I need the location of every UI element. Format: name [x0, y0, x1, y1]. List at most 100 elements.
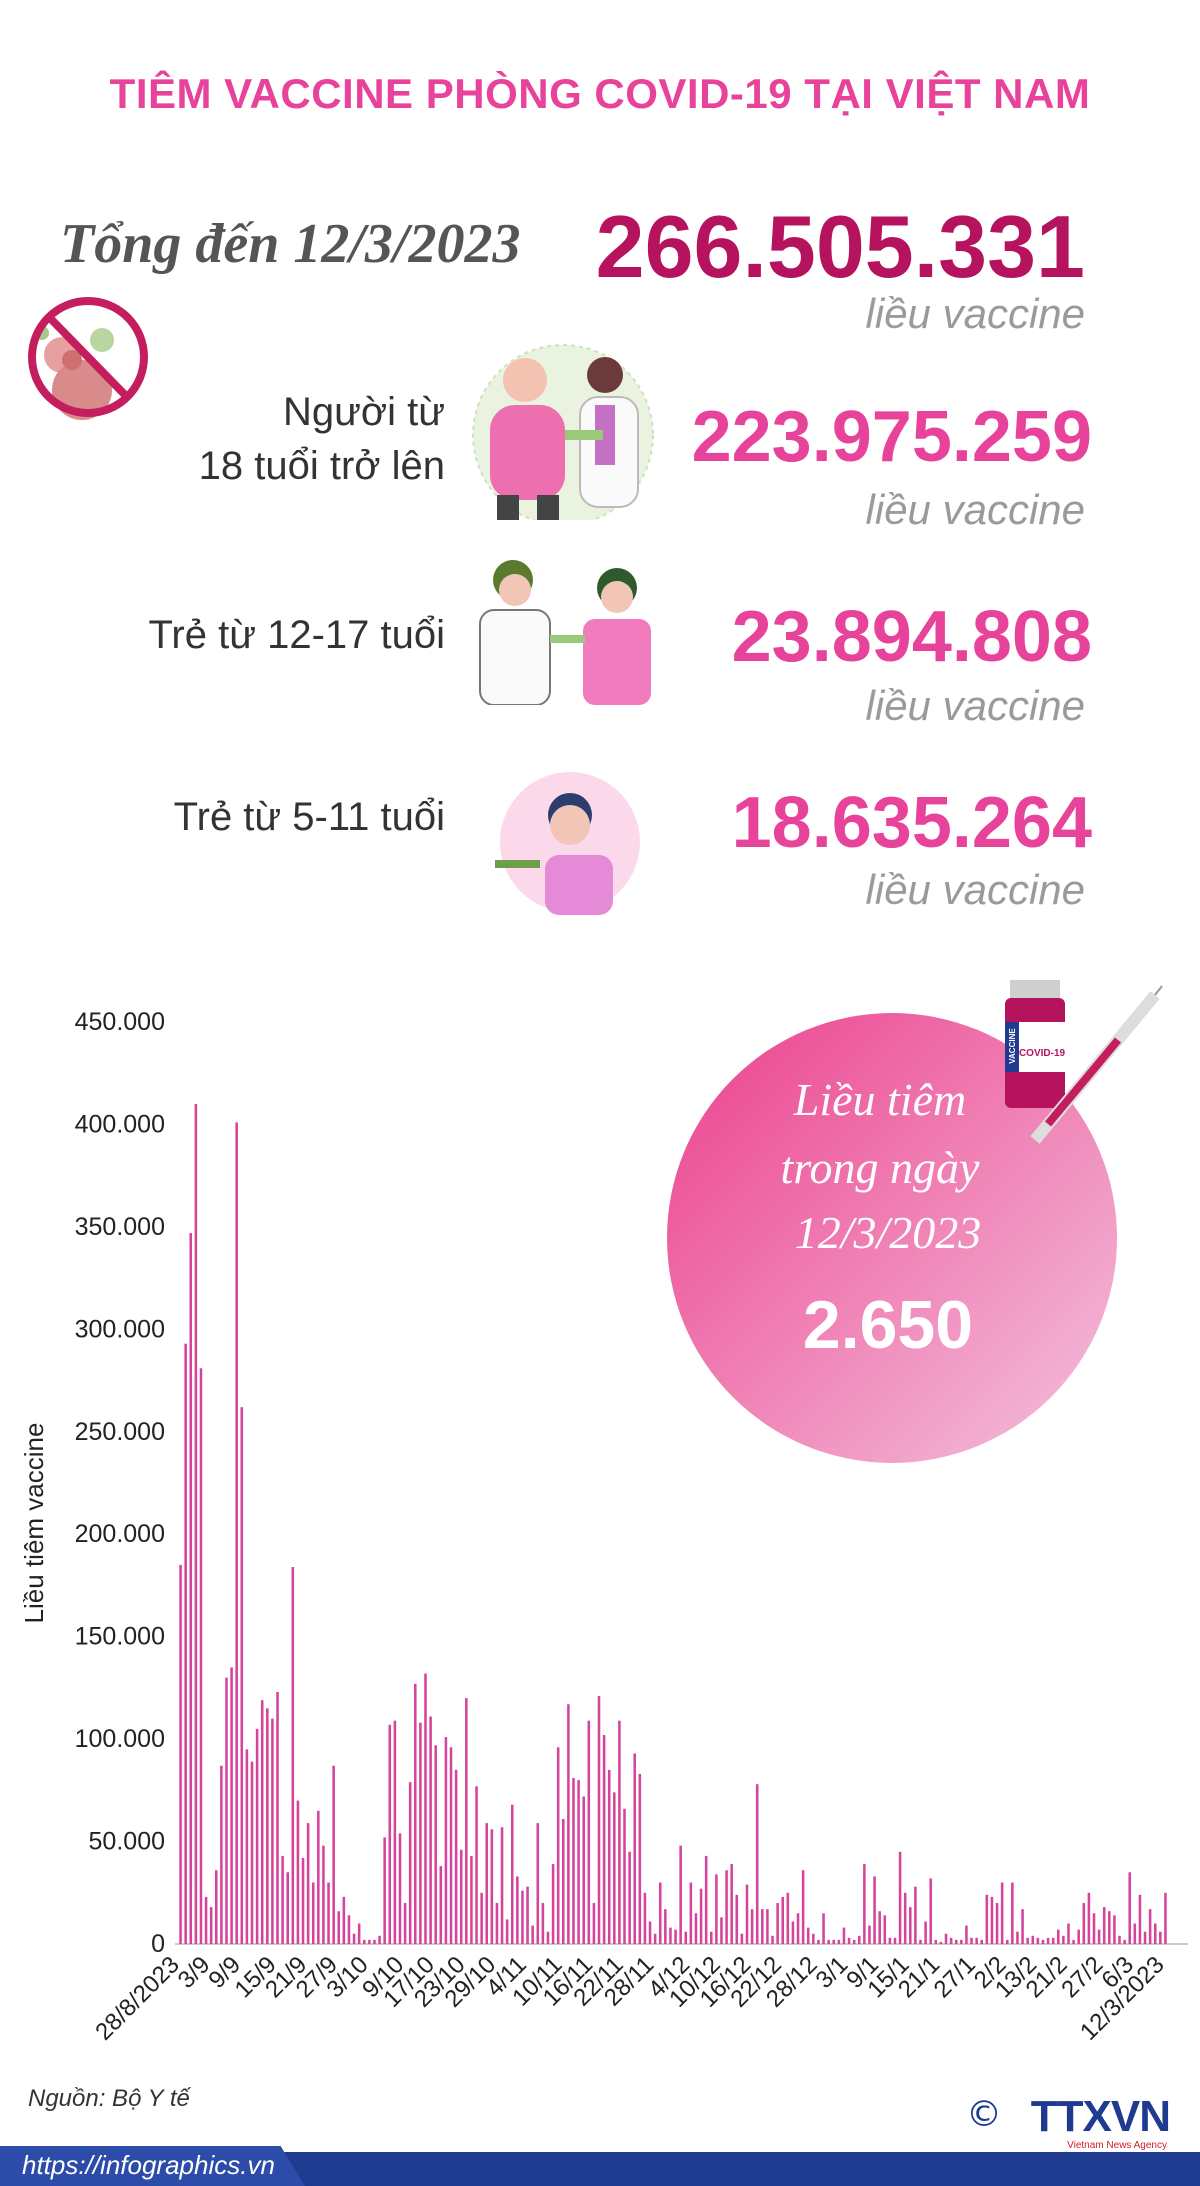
- bar: [684, 1931, 688, 1944]
- bar: [689, 1882, 693, 1944]
- bar: [419, 1722, 422, 1944]
- y-tick-label: 150.000: [75, 1623, 165, 1651]
- bar: [822, 1913, 825, 1944]
- bar: [939, 1941, 943, 1944]
- bar: [842, 1927, 846, 1944]
- bar: [1097, 1929, 1101, 1944]
- group-teens-value: 23.894.808: [731, 597, 1092, 677]
- bar: [465, 1698, 468, 1944]
- group-teens-unit: liều vaccine: [865, 682, 1085, 729]
- bar: [1062, 1935, 1065, 1944]
- bar: [587, 1720, 591, 1944]
- bar: [352, 1933, 356, 1944]
- bar: [444, 1737, 448, 1944]
- bar: [817, 1939, 820, 1944]
- bar: [597, 1696, 601, 1944]
- bar: [960, 1939, 963, 1944]
- bar: [710, 1931, 713, 1944]
- bar: [633, 1753, 636, 1944]
- bar: [572, 1778, 575, 1944]
- bar: [1036, 1937, 1040, 1944]
- bar: [230, 1667, 233, 1944]
- y-tick-label: 50.000: [89, 1828, 165, 1856]
- child-vaccination-icon: [490, 770, 640, 915]
- bar: [189, 1233, 193, 1944]
- bar: [1005, 1939, 1009, 1944]
- bar: [878, 1911, 881, 1944]
- bar: [368, 1939, 371, 1944]
- bar: [281, 1855, 284, 1944]
- bar: [291, 1567, 295, 1944]
- group-adults-value: 223.975.259: [691, 397, 1092, 477]
- bar: [914, 1886, 917, 1944]
- total-unit: liều vaccine: [865, 290, 1085, 337]
- bar: [505, 1919, 509, 1944]
- bar: [1082, 1903, 1086, 1944]
- bar: [909, 1907, 912, 1944]
- bar: [796, 1913, 800, 1944]
- bar: [847, 1937, 851, 1944]
- bar: [306, 1823, 310, 1944]
- bar: [781, 1896, 784, 1944]
- bar: [965, 1925, 968, 1944]
- bar: [679, 1845, 682, 1944]
- bar: [694, 1913, 698, 1944]
- bar: [531, 1925, 534, 1944]
- group-adults-label-line1: Người từ: [282, 390, 445, 434]
- bar: [740, 1933, 744, 1944]
- bar: [944, 1933, 948, 1944]
- bar: [806, 1927, 810, 1944]
- bar: [516, 1876, 519, 1944]
- x-tick-label: 28/8/2023: [90, 1951, 185, 2046]
- bar: [510, 1804, 514, 1944]
- bar: [301, 1857, 305, 1944]
- bar: [1138, 1894, 1142, 1944]
- bar: [893, 1937, 897, 1944]
- bar: [184, 1343, 187, 1944]
- bar: [980, 1939, 984, 1944]
- daily-value: 2.650: [803, 1287, 973, 1363]
- bar: [362, 1939, 366, 1944]
- bar: [623, 1808, 626, 1944]
- bar: [556, 1747, 560, 1944]
- bar: [653, 1933, 657, 1944]
- group-adults-label-line2: 18 tuổi trở lên: [198, 444, 445, 488]
- group-teens-label: Trẻ từ 12-17 tuổi: [45, 608, 445, 662]
- bars: [179, 1103, 1167, 1944]
- bar: [954, 1939, 958, 1944]
- bar: [337, 1911, 341, 1944]
- y-tick-label: 0: [151, 1930, 165, 1958]
- bar: [424, 1673, 427, 1944]
- bar: [1041, 1939, 1045, 1944]
- page-title: TIÊM VACCINE PHÒNG COVID-19 TẠI VIỆT NAM: [109, 70, 1091, 117]
- bar: [449, 1747, 453, 1944]
- bar: [398, 1833, 402, 1944]
- x-axis-ticks: 28/8/20233/99/915/921/927/93/109/1017/10…: [90, 1951, 1169, 2046]
- daily-label-line2: trong ngày: [781, 1142, 980, 1193]
- bar: [475, 1786, 478, 1944]
- bar: [607, 1769, 611, 1944]
- y-tick-label: 200.000: [75, 1520, 165, 1548]
- bar: [327, 1882, 330, 1944]
- bar: [1031, 1935, 1035, 1944]
- group-children-unit: liều vaccine: [865, 866, 1085, 913]
- bar: [837, 1939, 841, 1944]
- bar: [332, 1765, 335, 1944]
- y-axis-label: Liều tiêm vaccine: [19, 1423, 49, 1624]
- bar: [536, 1823, 540, 1944]
- bar: [755, 1784, 759, 1944]
- bar: [674, 1929, 677, 1944]
- group-teens-label-line1: Trẻ từ 12-17 tuổi: [148, 613, 445, 657]
- bar: [490, 1829, 494, 1944]
- bar: [1051, 1937, 1055, 1944]
- bar: [771, 1935, 774, 1944]
- bar: [1164, 1892, 1167, 1944]
- bar: [209, 1907, 213, 1944]
- no-virus-icon: [22, 295, 152, 435]
- bar: [240, 1407, 244, 1944]
- daily-label-line1: Liều tiêm: [793, 1074, 966, 1125]
- bar: [1143, 1931, 1147, 1944]
- footer-url-link[interactable]: https://infographics.vn: [22, 2150, 275, 2180]
- daily-doses-chart: Liều tiêm trong ngày 12/3/2023 2.650 COV…: [19, 980, 1188, 2046]
- bar: [546, 1931, 550, 1944]
